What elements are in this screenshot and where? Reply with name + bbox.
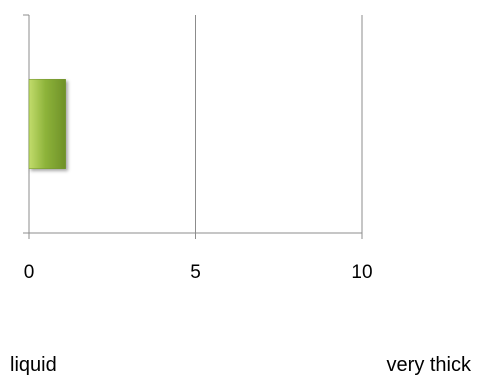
scale-label-left: liquid bbox=[10, 354, 57, 376]
x-tick-label-0: 0 bbox=[24, 262, 35, 283]
x-tick-label-5: 5 bbox=[190, 262, 201, 283]
bar-0 bbox=[28, 79, 66, 169]
bars bbox=[28, 79, 66, 169]
gridlines bbox=[195, 15, 363, 233]
scale-label-right: very thick bbox=[386, 354, 471, 376]
x-tick-label-10: 10 bbox=[351, 262, 372, 283]
tick-labels: 0 5 10 bbox=[24, 262, 373, 283]
axes bbox=[23, 14, 363, 239]
